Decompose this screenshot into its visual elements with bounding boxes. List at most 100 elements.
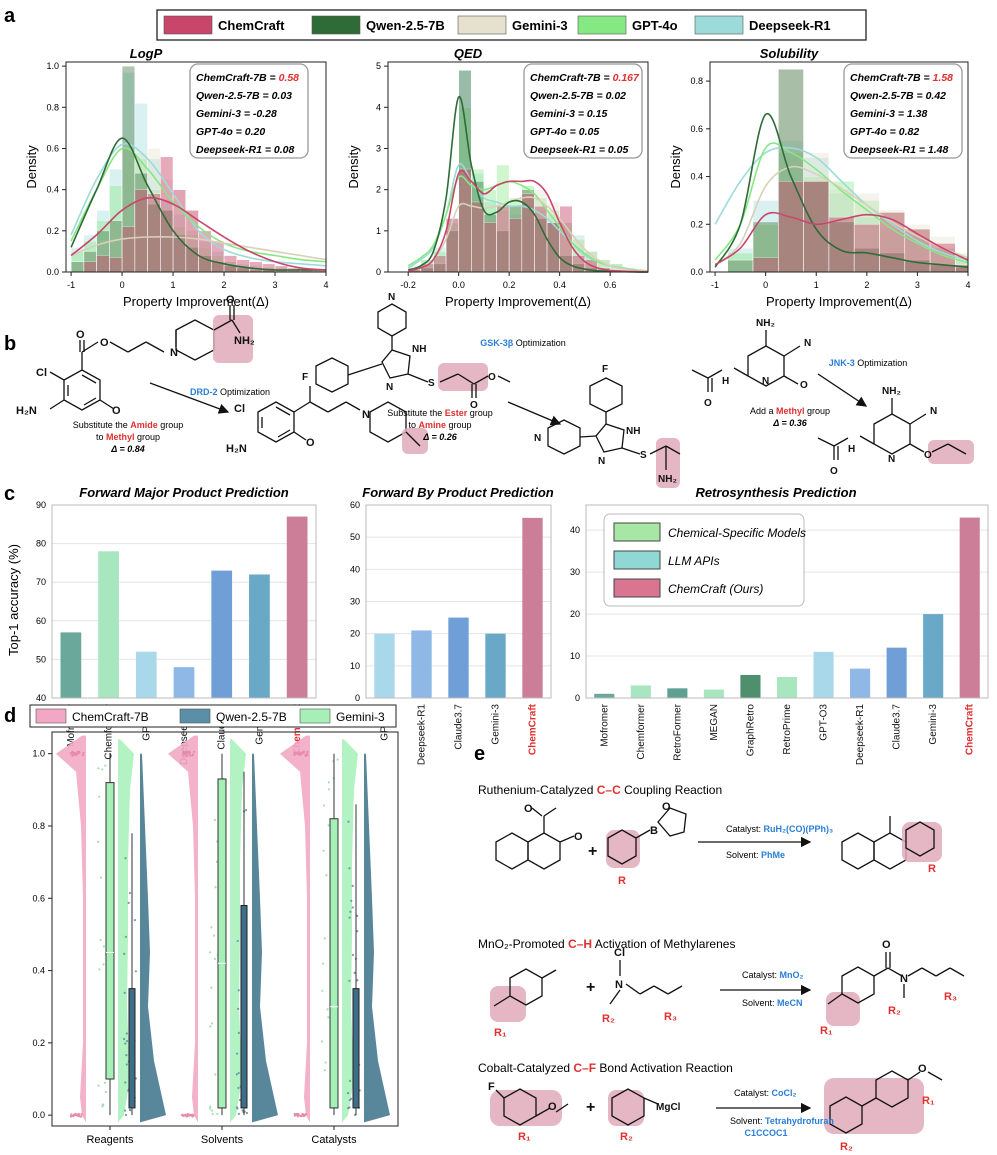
x-tick-label: 2 — [222, 280, 227, 290]
point-qwen — [237, 1112, 240, 1115]
reaction-3-solvent: Solvent: Tetrahydrofuran — [730, 1116, 834, 1126]
violin-gemini — [230, 739, 246, 1123]
point-qwen — [124, 935, 127, 938]
box-qwen — [240, 905, 248, 1109]
y-tick-label: 0.4 — [46, 185, 59, 195]
panel-e: Ruthenium-Catalyzed C–C Coupling Reactio… — [478, 783, 965, 1153]
hist-bar-chemcraft — [803, 181, 830, 273]
x-tick-label: -0.2 — [400, 280, 416, 290]
atom-e2-r1a: R₁ — [494, 1027, 507, 1039]
point-gemini — [102, 945, 106, 948]
reaction-3-smiles: C1CCOC1 — [744, 1128, 787, 1138]
y-tick-label: 40 — [36, 693, 46, 703]
point-chemcraft — [182, 751, 185, 754]
axes-frame — [365, 504, 552, 699]
edit-line2-gsk: to Amine group — [408, 420, 471, 430]
legend-swatch-gpt4o — [577, 15, 627, 35]
point-chemcraft — [301, 1113, 304, 1116]
atom-o-1c: O — [112, 405, 121, 417]
legend-label-d-chemcraft: ChemCraft-7B — [72, 710, 149, 724]
point-gemini — [321, 962, 325, 965]
kde-line-gemini — [70, 235, 327, 261]
x-tick-label: Reagents — [86, 1134, 134, 1146]
atom-e2-r3a: R₃ — [664, 1011, 677, 1023]
violin-qwen — [140, 753, 166, 1123]
atom-e3-o1: O — [548, 1101, 557, 1113]
hist-bar-qwen — [70, 261, 85, 273]
atom-e2-o: O — [882, 939, 891, 951]
molecule-drd2-product — [257, 386, 428, 454]
edit-line1-gsk: Substitute the Ester group — [387, 408, 493, 418]
hist-bar-qwen — [752, 221, 779, 273]
point-chemcraft — [296, 1114, 299, 1117]
atom-o-6: O — [924, 450, 932, 461]
point-gemini — [98, 795, 101, 798]
atom-n-4a: N — [534, 433, 541, 444]
hist-bar-chemcraft — [471, 201, 485, 273]
y-tick-label: 2 — [376, 185, 381, 195]
reaction-2-title: MnO₂-Promoted C–H Activation of Methylar… — [478, 937, 735, 951]
point-gemini — [99, 876, 103, 879]
atom-n-3b: N — [386, 382, 393, 393]
reaction-2-catalyst: Catalyst: MnO₂ — [742, 970, 804, 980]
y-tick-label: 0.8 — [32, 821, 45, 831]
plus-1: + — [588, 843, 597, 860]
x-axis-label: Property Improvement(Δ) — [766, 294, 912, 309]
atom-e1-o2: O — [574, 831, 583, 843]
point-qwen — [346, 1091, 350, 1095]
atom-e1-b: B — [650, 825, 658, 837]
arrow-gsk — [507, 401, 562, 426]
legend-swatch-deepseek — [694, 15, 744, 35]
point-chemcraft — [192, 750, 196, 753]
molecule-gsk-product — [547, 377, 681, 488]
axes-frame — [387, 61, 649, 273]
bar-deepseek-r1 — [850, 668, 871, 698]
plus-3: + — [586, 1099, 595, 1116]
atom-e1-r1: R — [618, 875, 626, 887]
bar-gemini-3 — [923, 614, 944, 698]
point-qwen — [133, 919, 137, 922]
y-tick-label: 60 — [350, 500, 360, 510]
point-chemcraft — [186, 1113, 189, 1116]
x-tick-label: -1 — [711, 280, 719, 290]
panel-label-c: c — [4, 483, 15, 505]
hist-bar-chemcraft — [249, 261, 263, 273]
density-plot-logp: -1 0 1 2 3 4 0.0 0.2 0.4 0.6 0.8 1.0 LogP Property Im… — [24, 46, 329, 309]
point-chemcraft — [180, 1114, 184, 1117]
point-chemcraft — [303, 1114, 307, 1117]
legend-label-chemcraft: ChemCraft — [218, 18, 285, 33]
y-tick-label: 1.0 — [32, 749, 45, 759]
panel-label-d: d — [4, 705, 16, 727]
arrow-drd2 — [149, 382, 230, 414]
y-tick-label: 0.6 — [32, 893, 45, 903]
point-chemcraft — [301, 751, 304, 754]
y-tick-label: 10 — [350, 661, 360, 671]
x-tick-label: 0 — [120, 280, 125, 290]
point-gemini — [104, 1090, 107, 1094]
x-tick-label: 0.2 — [503, 280, 516, 290]
point-gemini — [209, 1105, 212, 1108]
atom-e2-n2: N — [900, 973, 908, 985]
atom-f-3: F — [302, 372, 308, 383]
x-tick-label: GPT-O3 — [819, 704, 830, 741]
target-label-gsk: GSK-3β Optimization — [480, 338, 566, 348]
atom-n-6b: N — [888, 454, 895, 465]
point-qwen — [351, 953, 355, 957]
bar-gemini-3 — [485, 633, 506, 698]
hist-bar-qwen — [828, 221, 855, 273]
atom-f-4: F — [602, 364, 608, 375]
box-qwen — [352, 988, 360, 1109]
atom-e1-o3: O — [662, 801, 671, 813]
point-qwen — [236, 939, 239, 943]
bar-gpt-o3 — [135, 651, 157, 698]
hist-bar-gpt4o — [752, 223, 779, 273]
y-tick-label: 1 — [376, 226, 381, 236]
point-chemcraft — [80, 1113, 83, 1116]
bar-retroformer — [667, 688, 688, 698]
annotation-line: Gemini-3 = 1.38 — [850, 108, 928, 120]
atom-e1-o1: O — [524, 803, 533, 815]
edit-line1-drd2: Substitute the Amide group — [73, 420, 184, 430]
delta-drd2: Δ = 0.84 — [110, 444, 144, 454]
legend-swatch-chemcraft-ours — [613, 578, 661, 598]
point-chemcraft — [304, 754, 307, 757]
